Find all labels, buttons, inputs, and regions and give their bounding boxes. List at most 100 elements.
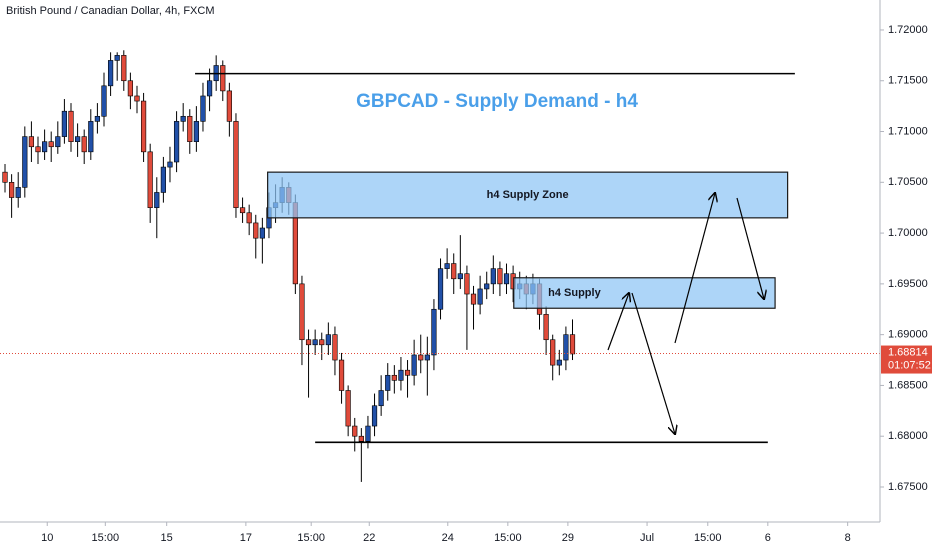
x-tick-label: 15:00 (92, 532, 120, 544)
candle-body (451, 263, 457, 280)
candle-body (239, 207, 246, 214)
last-price-label: 1.68814 (888, 346, 928, 358)
candle-body (371, 405, 378, 427)
x-tick-label: 6 (765, 532, 771, 544)
candle-body (497, 268, 503, 285)
x-tick-label: 10 (41, 532, 53, 544)
candle-body (490, 268, 496, 285)
y-tick-label: 1.67500 (888, 481, 928, 493)
candle-body (226, 90, 232, 122)
candle-body (325, 334, 331, 346)
candle-body (94, 115, 100, 122)
candle-body (312, 339, 318, 346)
candle-body (101, 85, 107, 117)
candle-body (2, 171, 8, 183)
candle-body (345, 390, 351, 427)
candle-body (233, 121, 239, 208)
arrows (607, 193, 764, 434)
x-tick-label: 17 (240, 532, 252, 544)
x-tick-label: 8 (845, 532, 851, 544)
candle-body (305, 339, 312, 346)
candle-body (42, 141, 48, 153)
candle-body (28, 136, 35, 148)
chart-title: GBPCAD - Supply Demand - h4 (356, 91, 638, 112)
candle-body (569, 334, 576, 355)
candle-body (332, 334, 338, 361)
candle-body (114, 55, 120, 61)
candle-body (147, 151, 153, 208)
candle-body (48, 141, 54, 148)
candle-body (134, 95, 140, 102)
candle-body (358, 435, 364, 442)
candle-body (88, 121, 94, 153)
candle-body (299, 283, 305, 341)
y-tick-label: 1.70000 (888, 227, 928, 239)
candle-body (22, 136, 28, 188)
candle-body (173, 121, 180, 163)
arrow (674, 193, 715, 344)
y-tick-label: 1.72000 (888, 24, 928, 36)
candle-body (385, 374, 391, 391)
x-tick-label: 15:00 (297, 532, 325, 544)
candle-body (160, 166, 166, 193)
candle-body (81, 136, 87, 153)
candle-body (543, 314, 549, 341)
candle-body (15, 187, 21, 198)
candle-body (411, 354, 417, 376)
y-tick-label: 1.69000 (888, 329, 928, 341)
arrow (607, 293, 629, 351)
candle-body (140, 100, 147, 153)
candle-body (431, 308, 437, 356)
candle-body (556, 359, 562, 366)
y-tick-label: 1.70500 (888, 176, 928, 188)
last-price-box (881, 345, 932, 374)
candle-body (187, 115, 193, 142)
candle-body (220, 65, 226, 92)
candle-body (68, 110, 74, 142)
arrow (736, 197, 764, 299)
candle-body (193, 121, 199, 142)
x-tick-label: 15:00 (494, 532, 522, 544)
candle-body (503, 273, 510, 285)
supply-zone (267, 171, 789, 219)
candle-body (378, 390, 384, 407)
candle-body (550, 339, 556, 366)
x-tick-label: 22 (363, 532, 375, 544)
x-tick-label: 15:00 (694, 532, 722, 544)
x-tick-label: Jul (640, 532, 654, 544)
candle-body (200, 95, 206, 122)
candle-body (470, 293, 477, 305)
y-tick-label: 1.71000 (888, 125, 928, 137)
candle-body (352, 425, 358, 437)
supply-zone (513, 277, 776, 309)
candle-body (107, 60, 114, 87)
candle-body (55, 136, 61, 148)
candle-body (437, 268, 444, 310)
y-tick-label: 1.68500 (888, 379, 928, 391)
candle-body (180, 115, 186, 122)
candle-body (9, 182, 15, 198)
candle-body (477, 288, 483, 305)
candle-body (391, 374, 397, 381)
candle-body (121, 55, 127, 82)
candle-body (127, 80, 133, 97)
candle-body (457, 273, 463, 280)
countdown-label: 01:07:52 (888, 359, 931, 371)
candle-body (319, 339, 325, 346)
x-tick-label: 29 (562, 532, 574, 544)
candle-body (338, 359, 345, 391)
candle-body (444, 263, 450, 269)
candle-body (206, 80, 213, 97)
y-tick-label: 1.68000 (888, 430, 928, 442)
candle-body (404, 369, 411, 376)
candle-body (365, 425, 371, 442)
candle-body (61, 110, 68, 137)
candle-body (424, 354, 430, 361)
chart-subtitle: British Pound / Canadian Dollar, 4h, FXC… (6, 5, 215, 17)
plot-area: h4 Supply Zone h4 Supply (0, 50, 880, 482)
y-tick-label: 1.69500 (888, 278, 928, 290)
candle-body (167, 161, 173, 168)
candle-body (253, 222, 259, 239)
